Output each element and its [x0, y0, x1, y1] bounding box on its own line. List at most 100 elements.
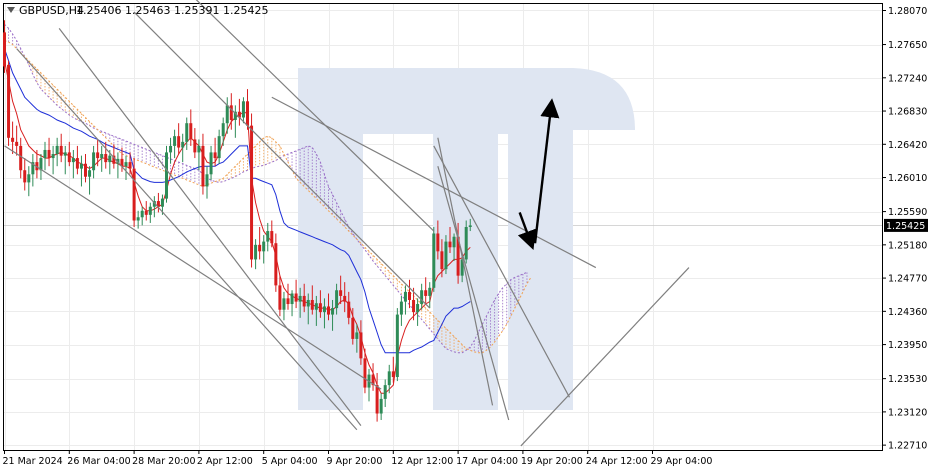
- candle-body: [108, 155, 112, 163]
- time-tick-label: 21 Mar 2024: [3, 456, 63, 467]
- candle-body: [225, 105, 229, 124]
- candle: [177, 123, 181, 155]
- candle: [173, 129, 177, 159]
- candle-body: [51, 154, 55, 159]
- price-tick-label: 1.25590: [888, 207, 927, 218]
- candle: [403, 285, 407, 315]
- chart-header: GBPUSD,H4 1.25406 1.25463 1.25391 1.2542…: [7, 4, 268, 17]
- candle: [59, 133, 63, 163]
- price-tick-label: 1.23950: [888, 340, 927, 351]
- candle: [339, 275, 343, 305]
- candle: [383, 379, 387, 408]
- candle-body: [3, 32, 6, 67]
- candle: [290, 290, 294, 317]
- candle-body: [468, 225, 472, 227]
- time-tick-label: 24 Apr 12:00: [586, 456, 648, 467]
- candle: [343, 282, 347, 313]
- candle-body: [148, 206, 152, 215]
- candle: [75, 145, 79, 175]
- trendlines[interactable]: [4, 0, 690, 447]
- candle: [221, 117, 225, 146]
- candle-body: [209, 152, 213, 175]
- candle-body: [262, 241, 266, 252]
- candle-body: [314, 303, 318, 310]
- candle-body: [274, 243, 278, 286]
- candle: [27, 166, 31, 197]
- candle: [302, 283, 306, 313]
- candle-body: [185, 123, 189, 142]
- trendline: [195, 0, 435, 232]
- candle-body: [310, 299, 314, 310]
- candle: [43, 141, 47, 171]
- candle-body: [383, 385, 387, 399]
- candle: [71, 149, 75, 179]
- candle: [152, 196, 156, 218]
- candle: [181, 133, 185, 163]
- candle: [124, 155, 128, 180]
- candle-body: [363, 358, 367, 388]
- candle: [148, 202, 152, 223]
- candle-body: [408, 291, 411, 300]
- candle: [375, 372, 379, 422]
- candle-body: [213, 152, 217, 159]
- price-tick-label: 1.26010: [888, 173, 927, 184]
- candle: [310, 285, 314, 315]
- candle: [96, 139, 100, 167]
- candle-body: [420, 290, 424, 305]
- candle-body: [266, 231, 270, 242]
- trendline: [437, 137, 494, 406]
- price-tick-label: 1.27240: [888, 73, 927, 84]
- candle-body: [79, 163, 83, 169]
- time-tick-label: 12 Apr 12:00: [391, 456, 453, 467]
- candle-body: [254, 244, 258, 260]
- candle: [79, 155, 83, 187]
- candle-body: [294, 293, 298, 302]
- candle: [197, 139, 201, 171]
- candle: [165, 145, 168, 203]
- candle-body: [169, 145, 173, 153]
- time-axis[interactable]: 21 Mar 2024 26 Mar 04:00 28 Mar 20:00 2 Apr…: [3, 450, 713, 467]
- candle: [237, 98, 241, 126]
- candle: [31, 154, 35, 187]
- price-tick-label: 1.28070: [888, 6, 927, 17]
- price-axis[interactable]: 1.28070 1.27650 1.27240 1.26830 1.26420 1.260…: [882, 6, 927, 452]
- candle-body: [144, 210, 148, 215]
- candle-body: [347, 301, 351, 318]
- candle: [408, 279, 411, 309]
- candle-body: [11, 137, 15, 142]
- candle-body: [120, 158, 124, 167]
- candle: [92, 145, 96, 179]
- candle-body: [448, 241, 452, 248]
- candle: [412, 287, 416, 321]
- candle-body: [55, 145, 59, 155]
- time-tick-label: 28 Mar 20:00: [132, 456, 195, 467]
- time-tick-label: 5 Apr 04:00: [262, 456, 318, 467]
- candle: [266, 222, 270, 252]
- candle-body: [100, 154, 104, 159]
- candle-body: [92, 152, 96, 171]
- candle: [436, 220, 440, 260]
- candle-body: [270, 231, 274, 244]
- candle-body: [160, 198, 164, 207]
- trendline: [58, 27, 362, 427]
- candle: [424, 277, 428, 305]
- candle-body: [31, 162, 35, 175]
- candle-body: [412, 299, 416, 313]
- candle-body: [193, 139, 197, 153]
- candle: [355, 324, 359, 353]
- candle: [229, 93, 233, 130]
- candle-body: [278, 285, 282, 310]
- candle-body: [104, 154, 108, 163]
- dropdown-triangle-icon[interactable]: [7, 7, 15, 13]
- candle: [278, 275, 282, 317]
- candle-body: [156, 201, 160, 207]
- candle: [201, 133, 205, 195]
- candle-body: [84, 163, 87, 177]
- forecast-arrow: [517, 211, 536, 250]
- candle: [128, 152, 132, 175]
- candle: [395, 308, 399, 382]
- candle-body: [15, 141, 19, 146]
- candle-body: [217, 136, 221, 159]
- candle: [298, 287, 302, 318]
- candle: [241, 97, 245, 124]
